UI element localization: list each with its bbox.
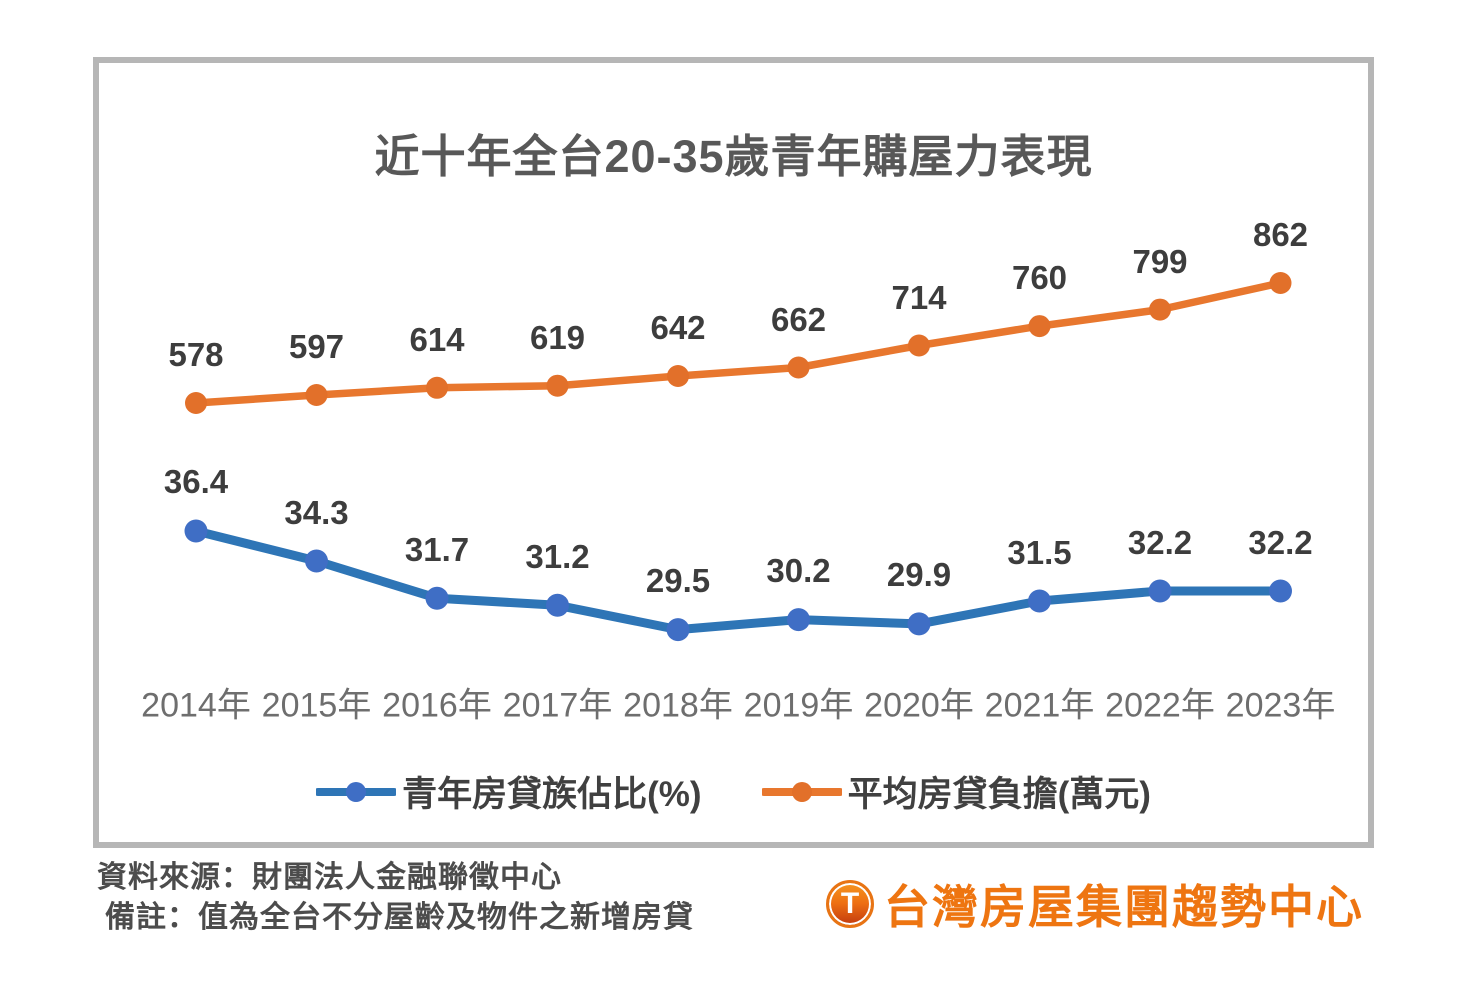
legend: 青年房貸族佔比(%) 平均房貸負擔(萬元)	[93, 766, 1374, 817]
x-axis-label-2020年: 2020年	[864, 686, 974, 725]
data-label-0-2022年: 32.2	[1127, 523, 1193, 561]
series-1-marker-2014年	[185, 392, 207, 414]
remark-note: 備註：值為全台不分屋齡及物件之新增房貸	[105, 901, 694, 934]
chart-frame	[93, 57, 1374, 848]
x-axis-label-2014年: 2014年	[141, 686, 251, 725]
series-line-1	[192, 279, 1285, 407]
series-1-marker-2019年	[787, 356, 810, 379]
logo-t-icon: T	[826, 880, 874, 928]
series-0-marker-2020年	[907, 612, 931, 636]
legend-label-0: 青年房貸族佔比(%)	[402, 775, 702, 814]
series-1-marker-2023年	[1269, 272, 1292, 294]
series-0-marker-2021年	[1028, 589, 1051, 613]
x-axis-label-2023年: 2023年	[1225, 686, 1336, 725]
data-label-0-2014年: 36.4	[163, 463, 229, 501]
legend-line-marker-icon	[761, 781, 842, 802]
data-label-1-2021年: 760	[1011, 259, 1068, 297]
series-0-marker-2023年	[1269, 579, 1292, 603]
x-axis-label-2021年: 2021年	[984, 686, 1095, 725]
source-note: 資料來源：財團法人金融聯徵中心	[97, 861, 562, 894]
series-1-marker-2016年	[426, 376, 448, 399]
series-0-marker-2015年	[305, 549, 328, 573]
legend-item-1: 平均房貸負擔(萬元)	[761, 766, 1151, 817]
data-label-0-2020年: 29.9	[886, 556, 952, 594]
series-0-marker-2017年	[546, 593, 569, 617]
data-label-1-2017年: 619	[529, 318, 586, 356]
x-axis-label-2017年: 2017年	[502, 686, 613, 725]
series-0-marker-2014年	[184, 519, 208, 543]
data-label-1-2019年: 662	[770, 300, 827, 338]
series-1-marker-2020年	[908, 334, 930, 357]
data-label-1-2014年: 578	[168, 335, 224, 373]
series-0-marker-2018年	[666, 618, 690, 642]
chart-title: 近十年全台20-35歲青年購屋力表現	[374, 131, 1093, 182]
x-axis-label-2019年: 2019年	[743, 686, 854, 725]
x-axis-label-2022年: 2022年	[1105, 686, 1215, 725]
series-1-marker-2018年	[667, 365, 689, 387]
data-label-1-2020年: 714	[891, 278, 947, 316]
x-axis-label-2018年: 2018年	[623, 686, 733, 725]
legend-line-marker-icon	[316, 781, 397, 802]
series-0-marker-2019年	[787, 608, 810, 632]
data-label-0-2021年: 31.5	[1007, 533, 1072, 571]
logo-text: 台灣房屋集團趨勢中心	[884, 881, 1364, 933]
series-1-marker-2022年	[1149, 298, 1171, 321]
data-label-0-2018年: 29.5	[645, 562, 711, 600]
data-label-1-2016年: 614	[409, 320, 465, 358]
data-label-0-2019年: 30.2	[766, 552, 831, 590]
data-label-0-2017年: 31.2	[525, 537, 590, 575]
series-0-marker-2022年	[1148, 579, 1172, 603]
legend-item-0: 青年房貸族佔比(%)	[316, 766, 702, 817]
data-label-0-2016年: 31.7	[404, 530, 470, 568]
brand-logo: T 台灣房屋集團趨勢中心	[826, 871, 1364, 937]
data-label-0-2023年: 32.2	[1248, 523, 1313, 561]
data-label-0-2015年: 34.3	[284, 493, 349, 531]
footer-notes: 資料來源：財團法人金融聯徵中心 備註：值為全台不分屋齡及物件之新增房貸	[97, 858, 694, 938]
x-axis-label-2015年: 2015年	[261, 686, 372, 725]
series-1-marker-2015年	[305, 384, 328, 406]
series-1-marker-2017年	[546, 374, 569, 397]
x-axis-label-2016年: 2016年	[382, 686, 492, 725]
data-label-1-2022年: 799	[1132, 242, 1188, 280]
legend-label-1: 平均房貸負擔(萬元)	[847, 775, 1151, 814]
series-0-marker-2016年	[425, 586, 449, 610]
data-label-1-2018年: 642	[650, 308, 706, 346]
series-line-0	[191, 526, 1285, 635]
series-1-marker-2021年	[1028, 315, 1051, 338]
data-label-1-2023年: 862	[1252, 216, 1309, 253]
data-label-1-2015年: 597	[288, 327, 345, 365]
